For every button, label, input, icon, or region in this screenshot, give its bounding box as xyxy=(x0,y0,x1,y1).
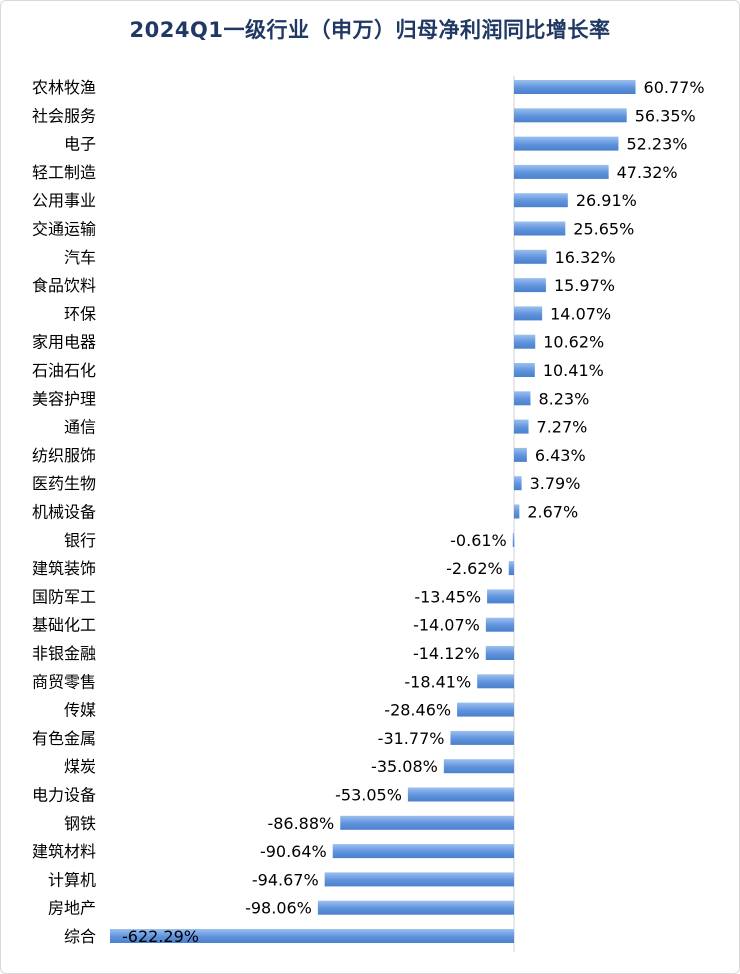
bar xyxy=(332,844,514,859)
data-label: -13.45% xyxy=(414,587,481,606)
bar xyxy=(514,334,536,349)
category-label: 传媒 xyxy=(64,701,96,720)
bar xyxy=(514,476,522,491)
bar xyxy=(512,532,515,547)
category-label: 建筑装饰 xyxy=(32,559,96,578)
category-label: 通信 xyxy=(64,418,96,437)
data-label: -53.05% xyxy=(335,786,402,805)
chart-title: 2024Q1一级行业（申万）归母净利润同比增长率 xyxy=(129,18,611,42)
bar xyxy=(324,872,514,887)
bar xyxy=(485,646,514,660)
category-label: 基础化工 xyxy=(32,616,96,635)
category-label: 轻工制造 xyxy=(32,163,96,182)
data-label: -86.88% xyxy=(267,814,334,833)
data-label: 52.23% xyxy=(626,135,687,154)
data-label: 3.79% xyxy=(530,474,581,493)
category-label: 综合 xyxy=(64,927,96,946)
bar xyxy=(514,447,527,462)
bar xyxy=(508,561,514,576)
category-label: 钢铁 xyxy=(64,814,96,833)
bar xyxy=(514,249,547,264)
bar xyxy=(514,136,619,151)
bar xyxy=(514,193,568,208)
data-label: -14.12% xyxy=(413,644,480,663)
bar xyxy=(457,702,514,717)
category-label: 社会服务 xyxy=(32,106,96,125)
category-label: 美容护理 xyxy=(32,389,96,408)
data-label: -18.41% xyxy=(404,672,471,691)
bar xyxy=(514,278,546,293)
category-label: 机械设备 xyxy=(32,503,96,522)
data-label: 47.32% xyxy=(617,163,678,182)
bar xyxy=(514,80,636,94)
category-label: 交通运输 xyxy=(32,220,96,239)
bar xyxy=(514,164,609,179)
data-label: 60.77% xyxy=(644,78,705,97)
bar xyxy=(317,900,514,915)
bar xyxy=(443,759,514,774)
bar xyxy=(485,617,514,632)
category-label: 纺织服饰 xyxy=(32,446,96,465)
data-label: 10.41% xyxy=(543,361,604,380)
data-label: -90.64% xyxy=(260,842,327,861)
data-label: -94.67% xyxy=(252,870,319,889)
category-label: 电力设备 xyxy=(32,786,96,805)
category-label: 银行 xyxy=(64,531,96,550)
data-label: -98.06% xyxy=(245,899,312,918)
bar xyxy=(340,815,514,830)
category-label: 国防军工 xyxy=(32,587,96,606)
data-label: 8.23% xyxy=(538,389,589,408)
data-label: 16.32% xyxy=(555,248,616,267)
category-label: 医药生物 xyxy=(32,474,96,493)
data-label: -622.29% xyxy=(122,927,199,946)
data-label: 25.65% xyxy=(573,220,634,239)
category-label: 房地产 xyxy=(48,899,96,918)
category-label: 非银金融 xyxy=(32,644,96,663)
bar xyxy=(514,504,520,519)
data-label: -14.07% xyxy=(413,616,480,635)
data-label: -0.61% xyxy=(450,531,507,550)
category-label: 有色金属 xyxy=(32,729,96,748)
category-label: 农林牧渔 xyxy=(32,78,96,97)
data-label: 14.07% xyxy=(550,304,611,323)
data-label: 2.67% xyxy=(527,503,578,522)
data-label: -31.77% xyxy=(378,729,445,748)
data-label: 10.62% xyxy=(543,333,604,352)
category-label: 环保 xyxy=(64,304,96,323)
data-label: -28.46% xyxy=(384,701,451,720)
bar xyxy=(450,730,514,745)
data-label: 7.27% xyxy=(537,418,588,437)
data-label: -2.62% xyxy=(446,559,503,578)
bar xyxy=(514,419,529,434)
data-label: 6.43% xyxy=(535,446,586,465)
bar xyxy=(110,929,514,943)
category-label: 计算机 xyxy=(48,870,96,889)
category-label: 建筑材料 xyxy=(32,842,96,861)
bar xyxy=(477,674,514,689)
bar xyxy=(514,221,566,236)
bar xyxy=(407,787,514,802)
bar xyxy=(514,108,627,123)
bar xyxy=(514,363,535,377)
data-label: 56.35% xyxy=(635,106,696,125)
bar xyxy=(514,391,531,406)
category-label: 家用电器 xyxy=(32,333,96,352)
bar xyxy=(487,589,514,604)
category-label: 公用事业 xyxy=(32,191,96,210)
category-label: 汽车 xyxy=(64,248,96,267)
data-label: -35.08% xyxy=(371,757,438,776)
category-label: 食品饮料 xyxy=(32,276,96,295)
category-label: 商贸零售 xyxy=(32,672,96,691)
category-label: 石油石化 xyxy=(32,361,96,380)
bar xyxy=(514,306,543,321)
category-label: 煤炭 xyxy=(64,757,96,776)
data-label: 15.97% xyxy=(554,276,615,295)
category-label: 电子 xyxy=(64,135,96,154)
data-label: 26.91% xyxy=(576,191,637,210)
